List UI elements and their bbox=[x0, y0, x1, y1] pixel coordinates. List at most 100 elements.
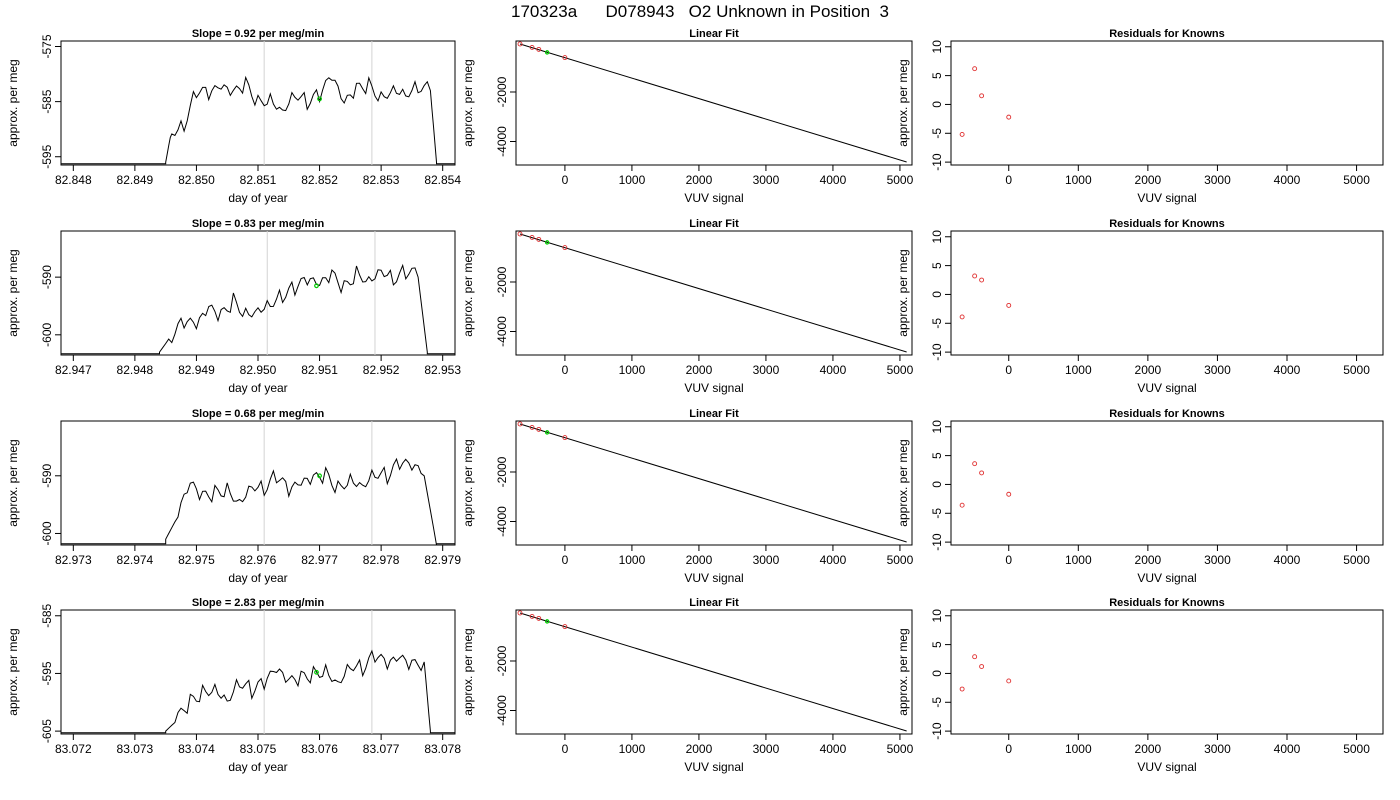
known-point bbox=[536, 236, 542, 242]
x-tick-label: 4000 bbox=[820, 742, 847, 756]
panel-trace-row-4: Slope = 2.83 per meg/min 83.072 83.073 83.0… bbox=[6, 597, 461, 774]
x-tick-label: 5000 bbox=[887, 363, 914, 377]
y-axis-label: approx. per meg bbox=[896, 439, 910, 526]
x-tick-label: 82.976 bbox=[240, 553, 277, 567]
plot-frame bbox=[950, 420, 1384, 546]
x-tick-label: 82.947 bbox=[55, 363, 92, 377]
x-tick-label: 0 bbox=[1005, 742, 1012, 756]
y-tick-label: 5 bbox=[930, 72, 944, 79]
y-tick-label: 5 bbox=[930, 641, 944, 648]
x-tick-label: 3000 bbox=[1204, 363, 1231, 377]
x-tick-label: 82.953 bbox=[424, 363, 461, 377]
x-tick-label: 0 bbox=[562, 553, 569, 567]
plot-frame bbox=[60, 420, 456, 546]
x-tick-label: 2000 bbox=[1135, 363, 1162, 377]
x-axis-label: day of year bbox=[228, 760, 287, 774]
x-tick-label: 82.951 bbox=[301, 363, 338, 377]
x-tick-label: 83.072 bbox=[55, 742, 92, 756]
unknown-point-marker bbox=[317, 96, 322, 102]
y-tick-label: -590 bbox=[40, 463, 54, 487]
plot-frame bbox=[60, 230, 456, 356]
panel-fit-row-3: Linear Fit 0 1000 2000 3000 4000 5000 -2000 -400… bbox=[461, 408, 914, 585]
x-tick-label: 3000 bbox=[1204, 173, 1231, 187]
x-tick-label: 3000 bbox=[1204, 742, 1231, 756]
y-tick-label: 0 bbox=[930, 670, 944, 677]
x-axis-label: day of year bbox=[228, 381, 287, 395]
x-tick-label: 83.077 bbox=[363, 742, 400, 756]
y-tick-label: 10 bbox=[930, 609, 944, 623]
panel-trace-row-3: Slope = 0.68 per meg/min 82.973 82.974 82.9… bbox=[6, 408, 461, 585]
data-trace bbox=[61, 649, 455, 734]
y-tick-label: 5 bbox=[930, 262, 944, 269]
y-axis-label: approx. per meg bbox=[896, 249, 910, 336]
known-point bbox=[529, 424, 535, 430]
y-axis-label: approx. per meg bbox=[461, 59, 475, 146]
y-tick-label: -595 bbox=[40, 661, 54, 685]
x-tick-label: 83.074 bbox=[178, 742, 215, 756]
plot-area bbox=[61, 231, 455, 355]
residual-point bbox=[959, 686, 965, 692]
residual-point bbox=[1006, 491, 1012, 497]
y-tick-label: -4000 bbox=[495, 506, 509, 537]
unknown-point-marker bbox=[317, 473, 322, 479]
data-trace bbox=[61, 457, 455, 545]
x-tick-label: 5000 bbox=[887, 742, 914, 756]
y-tick-label: -2000 bbox=[495, 645, 509, 676]
plot-area bbox=[517, 41, 907, 163]
x-tick-label: 82.974 bbox=[117, 553, 154, 567]
y-axis-label: approx. per meg bbox=[6, 439, 20, 526]
plot-area bbox=[61, 421, 455, 545]
y-tick-label: -10 bbox=[930, 153, 944, 171]
plot-frame bbox=[515, 420, 913, 546]
y-tick-label: -10 bbox=[930, 722, 944, 740]
known-point bbox=[517, 41, 523, 47]
x-tick-label: 82.978 bbox=[363, 553, 400, 567]
residual-point bbox=[979, 277, 985, 283]
x-tick-label: 3000 bbox=[753, 363, 780, 377]
y-tick-label: -595 bbox=[40, 144, 54, 168]
x-tick-label: 3000 bbox=[753, 173, 780, 187]
x-axis-label: VUV signal bbox=[1137, 760, 1196, 774]
known-point bbox=[536, 426, 542, 432]
known-point bbox=[536, 615, 542, 621]
y-tick-label: -5 bbox=[930, 508, 944, 519]
x-axis-label: day of year bbox=[228, 571, 287, 585]
x-tick-label: 82.850 bbox=[178, 173, 215, 187]
x-tick-label: 0 bbox=[1005, 553, 1012, 567]
y-tick-label: -575 bbox=[40, 34, 54, 58]
y-axis-label: approx. per meg bbox=[461, 439, 475, 526]
residual-point bbox=[979, 93, 985, 99]
plot-area bbox=[517, 610, 907, 732]
panel-fit-row-4: Linear Fit 0 1000 2000 3000 4000 5000 -2000 -400… bbox=[461, 597, 914, 774]
x-tick-label: 2000 bbox=[686, 742, 713, 756]
y-tick-label: 5 bbox=[930, 452, 944, 459]
x-tick-label: 5000 bbox=[887, 553, 914, 567]
known-point bbox=[529, 613, 535, 619]
panel-title: Residuals for Knowns bbox=[1109, 218, 1225, 230]
x-tick-label: 82.977 bbox=[301, 553, 338, 567]
fit-line bbox=[519, 612, 907, 732]
x-axis-label: VUV signal bbox=[1137, 571, 1196, 585]
plot-frame bbox=[515, 40, 913, 166]
plot-area bbox=[959, 461, 1012, 508]
x-tick-label: 0 bbox=[562, 173, 569, 187]
panel-trace-row-2: Slope = 0.83 per meg/min 82.947 82.948 82.9… bbox=[6, 218, 461, 395]
x-tick-label: 82.849 bbox=[117, 173, 154, 187]
data-trace bbox=[61, 75, 455, 165]
known-point bbox=[529, 44, 535, 50]
x-tick-label: 2000 bbox=[1135, 173, 1162, 187]
residual-point bbox=[979, 664, 985, 669]
panel-title: Linear Fit bbox=[689, 28, 739, 40]
x-tick-label: 3000 bbox=[753, 742, 780, 756]
x-axis-label: VUV signal bbox=[1137, 381, 1196, 395]
data-trace bbox=[61, 263, 455, 355]
x-tick-label: 5000 bbox=[1343, 173, 1370, 187]
y-tick-label: 0 bbox=[930, 481, 944, 488]
x-tick-label: 82.852 bbox=[301, 173, 338, 187]
plot-frame bbox=[950, 609, 1384, 735]
y-tick-label: -600 bbox=[40, 322, 54, 346]
x-tick-label: 83.073 bbox=[117, 742, 154, 756]
known-point bbox=[562, 624, 568, 630]
y-tick-label: 0 bbox=[930, 291, 944, 298]
y-tick-label: -10 bbox=[930, 533, 944, 551]
